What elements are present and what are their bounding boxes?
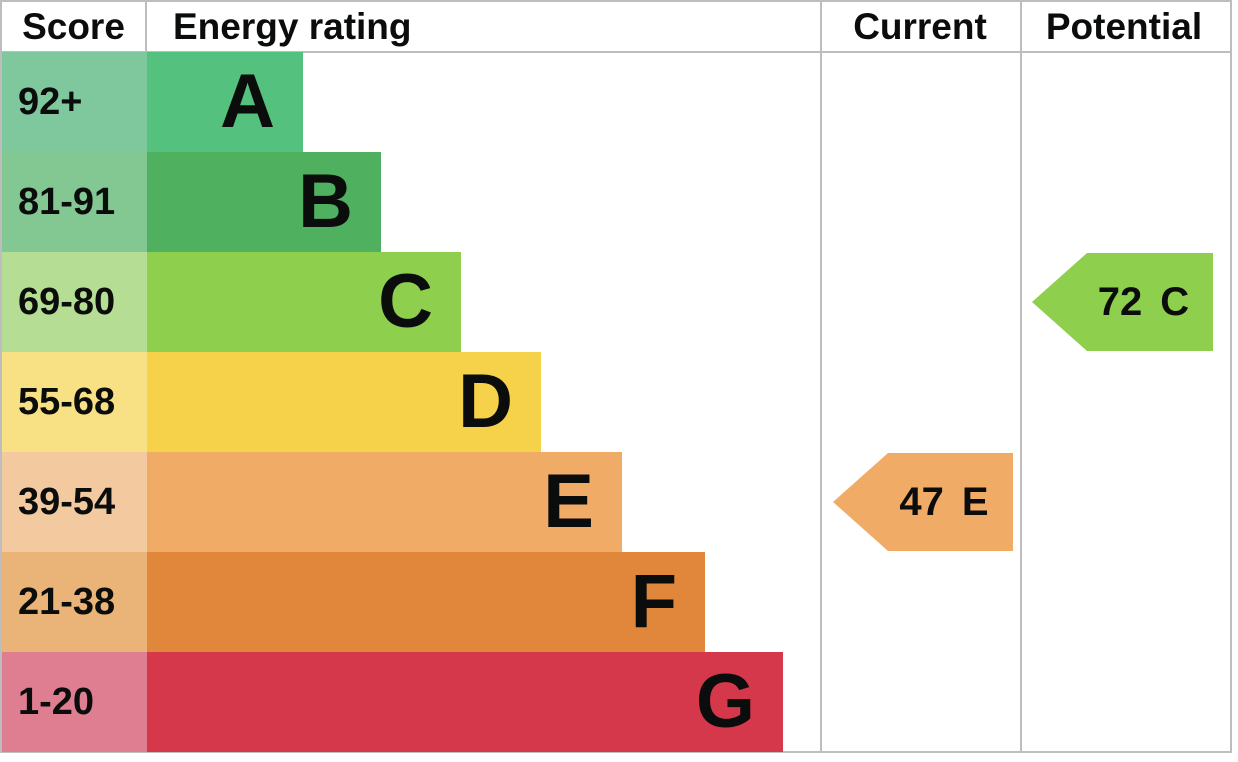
band-bar-g: G (147, 652, 783, 752)
score-range-e: 39-54 (2, 452, 147, 552)
header-current: Current (853, 5, 987, 47)
band-letter-c: C (378, 259, 433, 344)
score-range-c: 69-80 (2, 252, 147, 352)
header-potential: Potential (1045, 5, 1203, 47)
header-score: Score (2, 2, 147, 51)
band-letter-b: B (298, 159, 353, 244)
band-bar-b: B (147, 152, 381, 252)
band-row-c: 69-80 C (2, 252, 461, 352)
potential-rating-letter: C (1160, 279, 1190, 324)
band-bar-c: C (147, 252, 461, 352)
band-row-g: 1-20 G (2, 652, 783, 752)
band-row-d: 55-68 D (2, 352, 541, 452)
band-letter-g: G (695, 659, 755, 744)
score-range-g: 1-20 (2, 652, 147, 752)
header-energy-rating: Energy rating (173, 5, 412, 47)
current-rating-letter: E (961, 479, 989, 524)
band-letter-d: D (458, 359, 513, 444)
band-row-f: 21-38 F (2, 552, 705, 652)
band-letter-f: F (630, 559, 677, 644)
current-score-value: 47 (899, 479, 944, 524)
score-range-f: 21-38 (2, 552, 147, 652)
potential-score-value: 72 (1097, 279, 1143, 324)
band-bar-e: E (147, 452, 622, 552)
score-range-a: 92+ (2, 52, 147, 152)
potential-column-divider (1020, 2, 1022, 751)
band-letter-e: E (543, 459, 594, 544)
band-row-a: 92+ A (2, 52, 303, 152)
band-bar-f: F (147, 552, 705, 652)
band-bar-d: D (147, 352, 541, 452)
header-row: Score Energy rating Current Potential (2, 2, 1230, 53)
band-row-b: 81-91 B (2, 152, 381, 252)
band-row-e: 39-54 E (2, 452, 622, 552)
current-column-divider (820, 2, 822, 751)
score-range-b: 81-91 (2, 152, 147, 252)
score-range-d: 55-68 (2, 352, 147, 452)
band-bar-a: A (147, 52, 303, 152)
band-letter-a: A (220, 59, 275, 144)
